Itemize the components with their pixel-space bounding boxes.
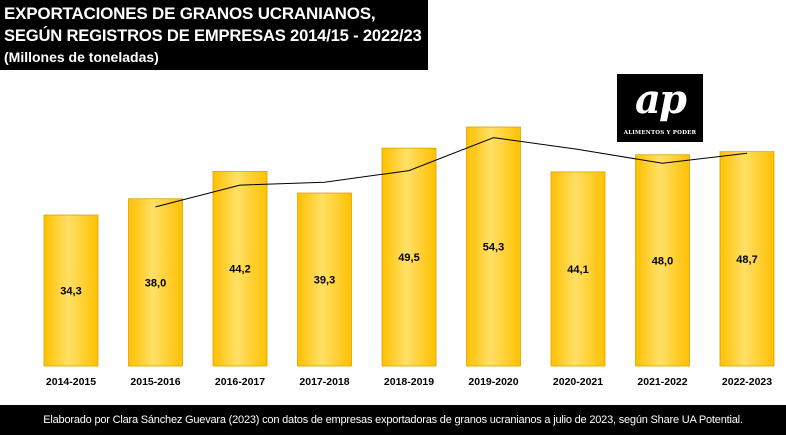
value-label-2015-2016: 38,0 — [145, 277, 166, 289]
x-tick-label-2015-2016: 2015-2016 — [130, 376, 180, 388]
logo-tagline: ALIMENTOS Y PODER — [623, 130, 697, 136]
title-block: EXPORTACIONES DE GRANOS UCRANIANOS, SEGÚ… — [0, 0, 428, 70]
bar-2016-2017 — [212, 171, 268, 367]
chart-title-line-1: EXPORTACIONES DE GRANOS UCRANIANOS, — [4, 4, 376, 23]
brand-logo: ap ALIMENTOS Y PODER — [617, 74, 703, 142]
x-tick-labels-group: 2014-2015 2015-2016 2016-2017 2017-2018 2018… — [46, 376, 772, 388]
value-label-2020-2021: 44,1 — [567, 264, 588, 276]
value-label-2014-2015: 34,3 — [60, 286, 81, 298]
bars-group — [43, 126, 775, 367]
bar-2021-2022 — [635, 154, 690, 367]
bar-2017-2018 — [297, 192, 352, 367]
bar-2019-2020 — [466, 126, 521, 367]
logo-mark: ap — [635, 76, 687, 123]
x-tick-label-2020-2021: 2020-2021 — [553, 376, 603, 388]
value-label-2019-2020: 54,3 — [483, 242, 504, 254]
bar-2020-2021 — [550, 171, 606, 367]
chart-subtitle: (Millones de toneladas) — [4, 49, 159, 65]
bar-2014-2015 — [43, 214, 99, 367]
value-label-2017-2018: 39,3 — [314, 275, 335, 287]
x-tick-label-2022-2023: 2022-2023 — [722, 376, 772, 388]
chart-title-line-2: SEGÚN REGISTROS DE EMPRESAS 2014/15 - 20… — [4, 26, 422, 45]
x-tick-label-2018-2019: 2018-2019 — [384, 376, 434, 388]
bar-chart: 34,3 38,0 44,2 39,3 49,5 54,3 44,1 48,0 48,7 201… — [43, 126, 775, 388]
bar-2018-2019 — [381, 147, 437, 367]
x-tick-label-2019-2020: 2019-2020 — [468, 376, 518, 388]
x-tick-label-2014-2015: 2014-2015 — [46, 376, 96, 388]
x-tick-label-2021-2022: 2021-2022 — [637, 376, 687, 388]
bar-2022-2023 — [719, 151, 775, 367]
trendline — [155, 137, 748, 208]
x-tick-label-2016-2017: 2016-2017 — [215, 376, 265, 388]
value-label-2018-2019: 49,5 — [398, 252, 419, 264]
value-labels-group: 34,3 38,0 44,2 39,3 49,5 54,3 44,1 48,0 48,7 — [60, 242, 757, 298]
x-tick-label-2017-2018: 2017-2018 — [299, 376, 349, 388]
value-label-2021-2022: 48,0 — [652, 255, 673, 267]
bar-2015-2016 — [128, 198, 183, 367]
source-note: Elaborado por Clara Sánchez Guevara (202… — [43, 414, 743, 426]
source-footer: Elaborado por Clara Sánchez Guevara (202… — [0, 405, 786, 435]
value-label-2022-2023: 48,7 — [736, 254, 757, 266]
value-label-2016-2017: 44,2 — [229, 264, 250, 276]
